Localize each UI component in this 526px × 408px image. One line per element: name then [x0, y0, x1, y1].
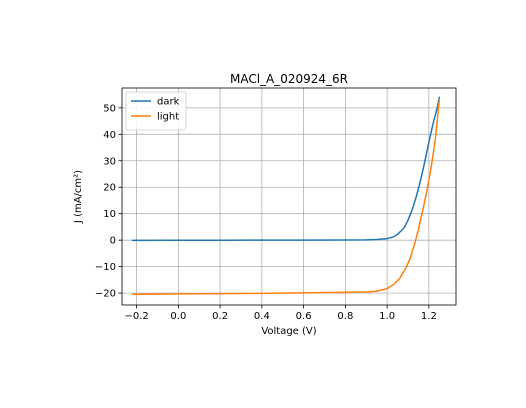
x-axis-label: Voltage (V) [261, 326, 316, 337]
y-tick-label: 30 [103, 156, 116, 167]
x-tick-label: 0.8 [337, 311, 353, 322]
y-axis-label: J (mA/cm²) [73, 170, 84, 224]
y-tick-label: 50 [103, 103, 116, 114]
series-layer [131, 96, 441, 296]
legend-label-light: light [157, 112, 179, 123]
x-tick-label: 0.2 [212, 311, 228, 322]
y-tick-label: 40 [103, 130, 116, 141]
x-tick-label: 0.6 [296, 311, 312, 322]
legend: dark light [125, 91, 187, 131]
y-tick-label: 20 [103, 183, 116, 194]
y-tick-label: −10 [95, 262, 116, 273]
ticks: −0.2 0.0 0.2 0.4 0.6 0.8 1.0 1.2 −20 −10 0 10 20 30 40… [95, 103, 437, 322]
series-line-dark [131, 96, 441, 242]
y-tick-label: 10 [103, 209, 116, 220]
x-tick-label: 1.0 [379, 311, 395, 322]
x-tick-label: 0.4 [254, 311, 270, 322]
x-tick-label: 1.2 [421, 311, 437, 322]
chart-title: MACl_A_020924_6R [230, 72, 348, 86]
series-line-light [131, 99, 441, 296]
legend-label-dark: dark [157, 97, 180, 108]
x-tick-label: −0.2 [124, 311, 148, 322]
y-tick-label: −20 [95, 289, 116, 300]
plot-frame [121, 87, 457, 306]
x-tick-label: 0.0 [170, 311, 186, 322]
y-tick-label: 0 [110, 236, 116, 247]
